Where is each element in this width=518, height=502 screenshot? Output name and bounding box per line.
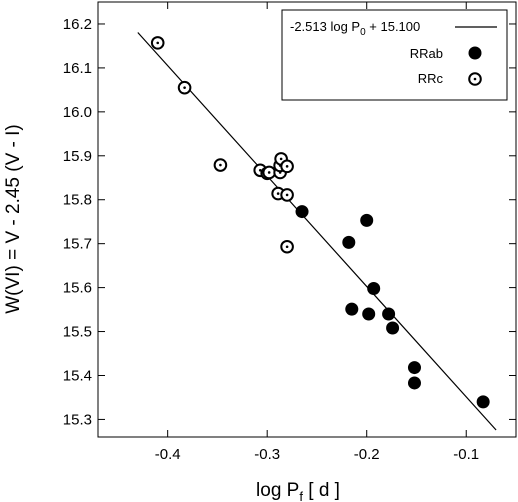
rrc-point-dot [279,157,283,161]
rrc-point-dot [285,165,289,168]
y-tick-label: 15.3 [63,411,92,428]
rrc-point-dot [285,245,289,249]
plot-frame [97,1,517,438]
rrc-point-dot [156,41,160,45]
y-tick-label: 15.5 [63,324,92,341]
x-tick-label: -0.3 [254,446,280,463]
legend: -2.513 log P0 + 15.100 RRab RRc [281,9,508,101]
rrab-point [407,361,421,375]
legend-rrc-label: RRc [418,71,444,86]
rrab-point [360,213,374,227]
y-tick-label: 15.9 [63,148,92,165]
rrab-point [362,307,376,321]
legend-rrab-label: RRab [410,46,443,61]
rrc-point-dot [276,192,280,195]
y-tick-label: 15.4 [63,367,92,384]
y-tick-label: 15.6 [63,280,92,297]
y-tick-label: 15.8 [63,192,92,209]
rrab-point [295,205,309,219]
x-tick-label: -0.1 [453,446,479,463]
y-axis-title: W(VI) = V - 2.45 (V - I) [3,124,24,314]
x-tick-label: -0.2 [354,446,380,463]
fit-line [137,32,497,431]
legend-rrc-marker-dot [473,77,477,81]
y-tick-label: 15.7 [63,236,92,253]
x-tick-label: -0.4 [155,446,181,463]
axis-tick-labels: -0.4 -0.3 -0.2 -0.1 15.3 15.4 15.5 15.6 15.7 15.8… [63,16,479,463]
rrab-point [345,302,359,316]
rrc-point-dot [219,163,222,167]
rrc-point-dot [267,171,271,174]
rrc-point-dot [285,193,289,197]
y-tick-label: 16.1 [63,60,92,77]
y-tick-label: 16.2 [63,16,92,33]
rrab-point [367,281,381,295]
rrab-point [342,235,356,249]
axis-ticks [98,2,516,437]
rrc-point-dot [183,86,186,89]
data-points [150,36,490,409]
y-tick-label: 16.0 [63,104,92,121]
legend-fit-label: -2.513 log P0 + 15.100 [290,19,420,38]
rrab-point [407,376,421,390]
rrab-point [386,321,400,335]
rrab-point [382,307,396,321]
legend-rrab-marker [468,46,482,60]
x-axis-title: log Pf [ d ] [256,480,340,502]
rrab-point [476,395,490,409]
